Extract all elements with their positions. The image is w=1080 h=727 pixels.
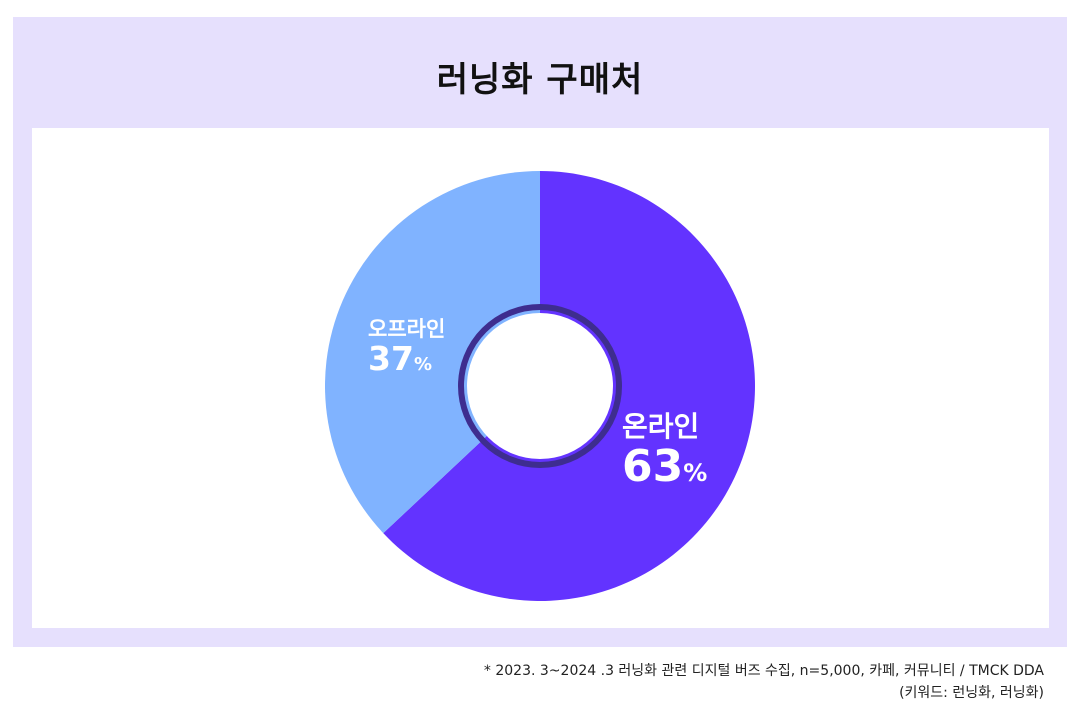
footnote-keywords: (키워드: 런닝화, 러닝화)	[899, 685, 1044, 701]
slice-unit-offline: %	[413, 354, 432, 376]
footnote-source: * 2023. 3~2024 .3 러닝화 관련 디지털 버즈 수집, n=5,…	[483, 663, 1044, 679]
slice-name-offline: 오프라인	[368, 317, 446, 341]
slice-label-online: 온라인 63%	[622, 410, 708, 492]
slice-value-offline: 37	[368, 339, 414, 379]
slice-value-online: 63	[622, 440, 684, 492]
slice-unit-online: %	[683, 458, 708, 487]
slice-offline	[325, 171, 540, 534]
slice-label-offline: 오프라인 37%	[368, 317, 446, 379]
chart-title: 러닝화 구매처	[436, 60, 644, 100]
inner-ring	[458, 304, 622, 468]
slice-name-online: 온라인	[622, 410, 700, 443]
donut-hole	[467, 313, 613, 459]
